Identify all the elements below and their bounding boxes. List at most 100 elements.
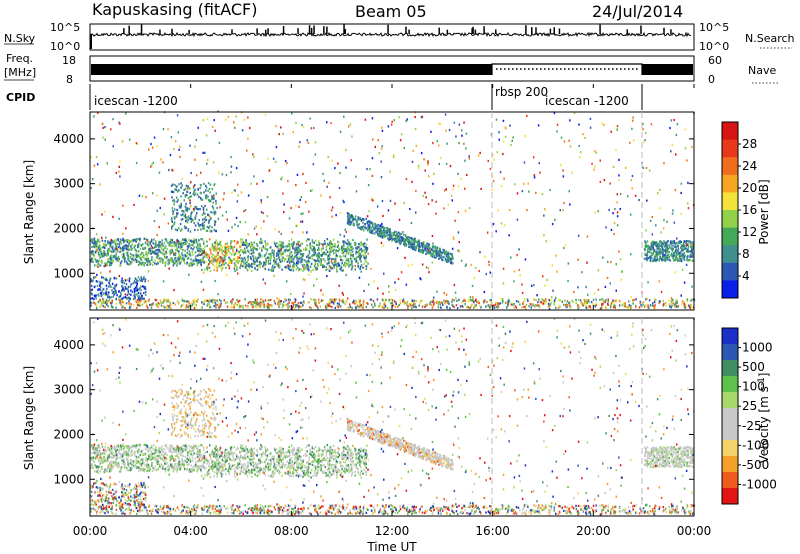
scatter-cell <box>452 237 455 241</box>
scatter-cell <box>118 257 120 260</box>
scatter-cell <box>197 188 199 191</box>
scatter-cell <box>515 300 518 303</box>
scatter-cell <box>227 264 229 267</box>
scatter-cell <box>110 238 113 242</box>
scatter-cell <box>427 267 430 270</box>
scatter-cell <box>538 306 541 309</box>
scatter-cell <box>508 234 510 237</box>
scatter-cell <box>632 116 634 119</box>
scatter-cell <box>450 260 453 263</box>
scatter-cell <box>278 133 280 136</box>
scatter-cell <box>274 244 277 247</box>
scatter-cell <box>169 154 172 157</box>
scatter-cell <box>162 259 164 262</box>
scatter-cell <box>141 195 144 198</box>
scatter-cell <box>187 228 190 231</box>
scatter-cell <box>361 243 363 246</box>
scatter-cell <box>646 259 648 262</box>
scatter-cell <box>539 171 541 174</box>
scatter-cell <box>335 253 338 256</box>
scatter-cell <box>188 264 190 267</box>
scatter-cell <box>680 260 683 263</box>
scatter-cell <box>277 247 279 250</box>
scatter-cell <box>197 242 199 245</box>
scatter-cell <box>692 306 694 309</box>
scatter-cell <box>253 257 255 260</box>
scatter-cell <box>421 244 423 247</box>
scatter-cell <box>218 141 221 144</box>
scatter-cell <box>303 266 305 269</box>
scatter-cell <box>182 210 184 213</box>
scatter-cell <box>665 243 667 246</box>
scatter-cell <box>170 184 173 187</box>
scatter-cell <box>517 300 520 303</box>
scatter-cell <box>135 249 138 253</box>
scatter-cell <box>214 223 216 226</box>
scatter-cell <box>226 305 229 308</box>
scatter-cell <box>671 301 673 304</box>
scatter-cell <box>202 271 205 274</box>
scatter-cell <box>122 248 124 251</box>
scatter-cell <box>347 306 349 309</box>
scatter-cell <box>187 246 190 250</box>
scatter-cell <box>352 215 354 218</box>
scatter-cell <box>127 257 129 260</box>
scatter-cell <box>333 264 336 267</box>
scatter-cell <box>285 265 287 268</box>
scatter-cell <box>214 299 216 302</box>
scatter-cell <box>146 303 148 306</box>
scatter-cell <box>341 245 344 248</box>
scatter-cell <box>299 244 301 247</box>
scatter-cell <box>217 258 219 261</box>
scatter-cell <box>302 231 304 234</box>
scatter-cell <box>190 220 192 223</box>
scatter-cell <box>101 213 103 216</box>
scatter-cell <box>376 232 379 236</box>
scatter-cell <box>659 248 662 251</box>
scatter-cell <box>231 300 233 303</box>
scatter-cell <box>354 241 356 244</box>
scatter-cell <box>270 257 272 260</box>
scatter-cell <box>220 302 222 305</box>
scatter-cell <box>450 262 453 265</box>
scatter-cell <box>234 264 237 267</box>
scatter-cell <box>118 295 120 299</box>
scatter-cell <box>390 123 393 126</box>
scatter-cell <box>373 232 376 235</box>
scatter-cell <box>208 214 210 217</box>
scatter-cell <box>189 303 191 307</box>
scatter-cell <box>673 221 676 224</box>
scatter-cell <box>133 294 135 297</box>
scatter-cell <box>115 244 117 247</box>
scatter-cell <box>562 175 565 178</box>
scatter-cell <box>533 174 536 177</box>
scatter-cell <box>164 262 166 265</box>
scatter-cell <box>181 228 183 231</box>
scatter-cell <box>144 280 146 283</box>
scatter-cell <box>151 258 153 261</box>
scatter-cell <box>120 260 123 263</box>
scatter-cell <box>167 300 169 303</box>
scatter-cell <box>307 254 310 257</box>
scatter-cell <box>243 265 245 269</box>
scatter-cell <box>579 156 581 159</box>
scatter-cell <box>233 240 236 243</box>
scatter-cell <box>272 157 275 160</box>
scatter-cell <box>677 249 679 252</box>
scatter-cell <box>90 301 92 304</box>
scatter-cell <box>250 245 252 248</box>
scatter-cell <box>436 251 438 254</box>
scatter-cell <box>431 255 434 258</box>
scatter-cell <box>247 249 249 252</box>
scatter-cell <box>241 241 244 244</box>
scatter-cell <box>378 305 380 308</box>
scatter-cell <box>198 219 200 222</box>
scatter-cell <box>553 300 556 303</box>
scatter-cell <box>239 254 241 257</box>
scatter-cell <box>333 248 335 251</box>
scatter-cell <box>549 303 551 306</box>
scatter-cell <box>625 305 628 309</box>
scatter-cell <box>107 258 110 261</box>
scatter-cell <box>173 221 176 224</box>
scatter-cell <box>270 255 272 258</box>
